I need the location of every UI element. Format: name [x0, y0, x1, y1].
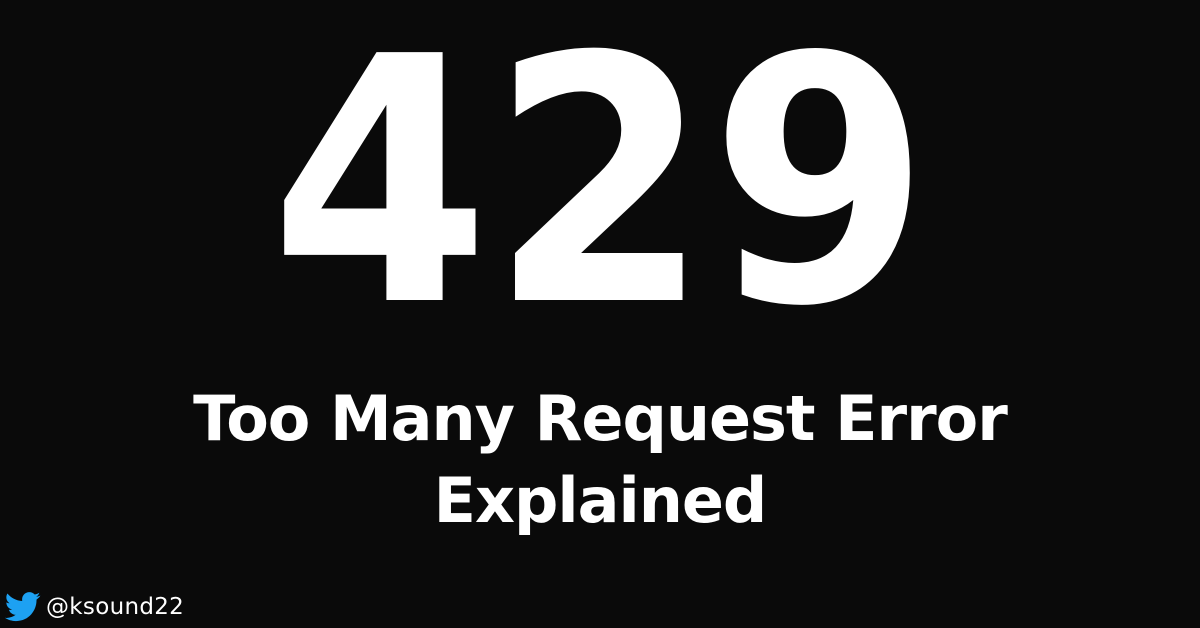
- headline-line-2: Explained: [433, 464, 768, 537]
- headline: Too Many Request Error Explained: [0, 378, 1200, 542]
- error-code-graphic: 429: [270, 0, 930, 340]
- error-code-block: 429: [270, 0, 930, 340]
- headline-line-1: Too Many Request Error: [193, 382, 1008, 455]
- twitter-handle: @ksound22: [46, 594, 185, 620]
- author-credit: @ksound22: [4, 590, 184, 624]
- error-code: 429: [270, 0, 930, 340]
- twitter-bird-icon: [4, 592, 41, 622]
